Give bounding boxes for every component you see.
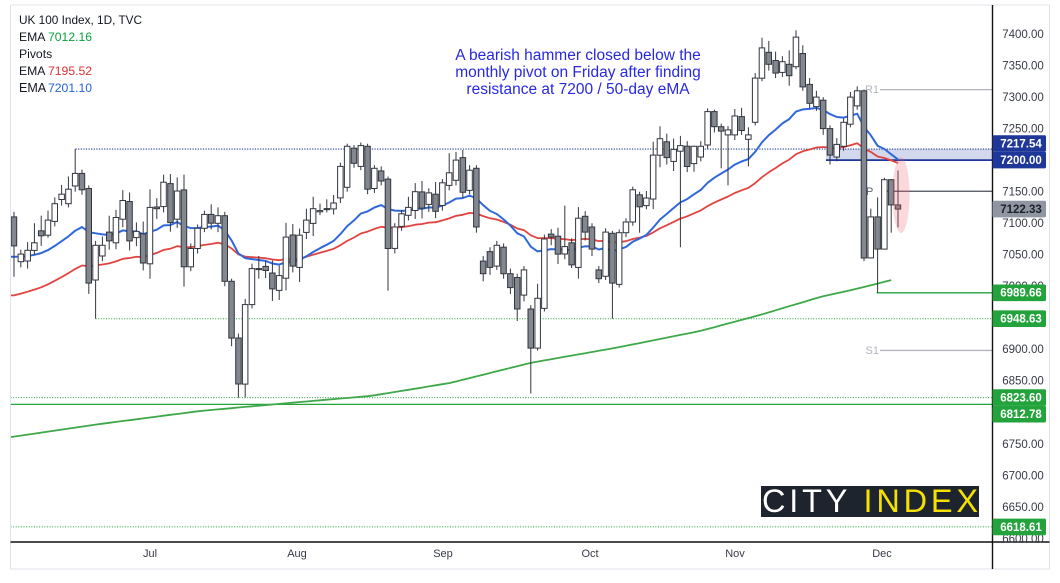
svg-text:6600.00: 6600.00 [1002, 533, 1044, 545]
svg-text:6812.78: 6812.78 [1000, 409, 1042, 421]
svg-text:7150.00: 7150.00 [1002, 186, 1044, 198]
svg-text:7350.00: 7350.00 [1002, 60, 1044, 72]
svg-text:6618.61: 6618.61 [1000, 522, 1042, 534]
svg-text:P: P [866, 186, 873, 198]
svg-text:6850.00: 6850.00 [1002, 376, 1044, 388]
svg-text:7195.52: 7195.52 [48, 64, 92, 78]
svg-text:7122.33: 7122.33 [1000, 204, 1042, 216]
svg-text:7217.54: 7217.54 [1000, 138, 1042, 150]
svg-text:7201.10: 7201.10 [48, 81, 92, 95]
svg-text:monthly pivot on Friday after: monthly pivot on Friday after finding [455, 64, 701, 81]
svg-text:EMA: EMA [19, 64, 46, 78]
svg-text:7250.00: 7250.00 [1002, 123, 1044, 135]
svg-text:7012.16: 7012.16 [48, 30, 92, 44]
svg-text:7050.00: 7050.00 [1002, 250, 1044, 262]
svg-text:6900.00: 6900.00 [1002, 344, 1044, 356]
svg-text:CITY INDEX: CITY INDEX [762, 483, 982, 519]
svg-text:7300.00: 7300.00 [1002, 92, 1044, 104]
svg-text:A bearish hammer closed below: A bearish hammer closed below the [455, 47, 701, 64]
svg-text:7100.00: 7100.00 [1002, 218, 1044, 230]
svg-text:6750.00: 6750.00 [1002, 439, 1044, 451]
svg-text:7200.00: 7200.00 [1000, 155, 1042, 167]
svg-text:Dec: Dec [872, 548, 892, 560]
svg-text:EMA: EMA [19, 81, 47, 95]
svg-text:EMA: EMA [19, 30, 46, 44]
svg-text:6700.00: 6700.00 [1002, 470, 1044, 482]
svg-text:6823.60: 6823.60 [1000, 393, 1042, 405]
svg-text:6650.00: 6650.00 [1002, 502, 1044, 514]
svg-text:Aug: Aug [287, 548, 307, 560]
svg-text:Jul: Jul [143, 548, 157, 560]
svg-text:Oct: Oct [581, 548, 598, 560]
svg-text:Nov: Nov [725, 548, 745, 560]
svg-text:7400.00: 7400.00 [1002, 29, 1044, 41]
svg-text:UK 100 Index, 1D, TVC: UK 100 Index, 1D, TVC [19, 13, 143, 27]
svg-text:6948.63: 6948.63 [1000, 314, 1042, 326]
svg-text:Pivots: Pivots [19, 47, 52, 61]
svg-text:resistance at 7200 / 50-day eM: resistance at 7200 / 50-day eMA [466, 81, 690, 98]
svg-text:Sep: Sep [433, 548, 453, 560]
svg-text:6989.66: 6989.66 [1000, 288, 1042, 300]
svg-text:S1: S1 [866, 345, 879, 357]
